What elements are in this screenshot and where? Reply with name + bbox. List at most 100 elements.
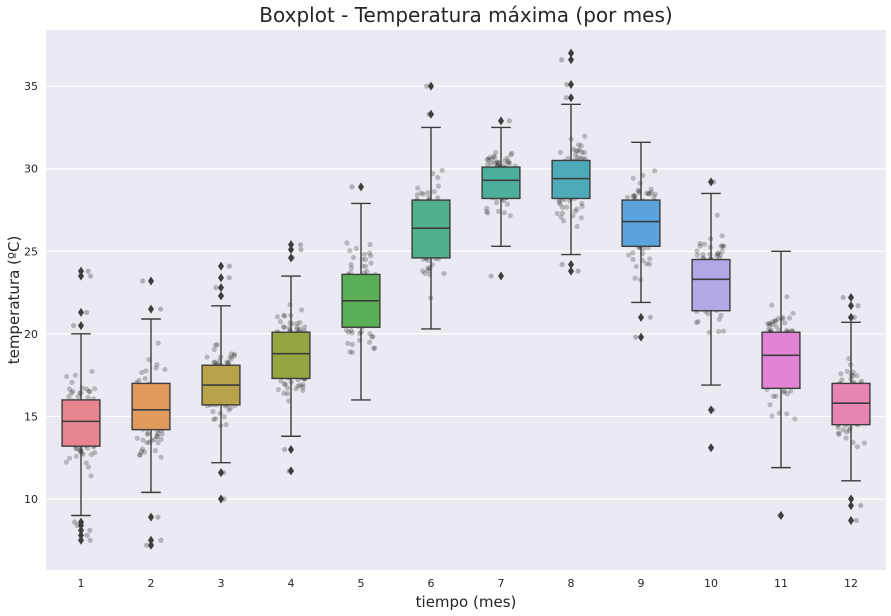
strip-point bbox=[705, 311, 711, 317]
box-month-3 bbox=[201, 261, 241, 504]
strip-point bbox=[717, 252, 724, 258]
strip-point bbox=[226, 275, 232, 281]
strip-point bbox=[367, 241, 373, 248]
outlier-marker bbox=[568, 93, 574, 103]
strip-point bbox=[155, 430, 161, 437]
strip-point bbox=[581, 149, 588, 156]
strip-point bbox=[74, 522, 80, 529]
strip-point bbox=[630, 193, 636, 199]
box-iqr bbox=[761, 331, 801, 390]
strip-point bbox=[574, 223, 580, 230]
x-tick-label-9: 9 bbox=[638, 577, 645, 590]
strip-point bbox=[556, 200, 562, 206]
strip-point bbox=[630, 256, 636, 262]
strip-point bbox=[772, 318, 778, 324]
strip-point bbox=[647, 261, 653, 267]
strip-point bbox=[648, 186, 654, 192]
strip-point bbox=[155, 514, 161, 520]
outlier-marker bbox=[78, 535, 84, 545]
strip-point bbox=[158, 306, 164, 312]
strip-point bbox=[579, 149, 585, 155]
x-tick-label-5: 5 bbox=[358, 577, 365, 590]
strip-point bbox=[152, 448, 159, 454]
strip-point bbox=[560, 218, 567, 224]
strip-point bbox=[347, 248, 353, 254]
strip-point bbox=[350, 254, 357, 261]
outlier-marker bbox=[848, 494, 854, 504]
strip-point bbox=[140, 278, 146, 284]
strip-point bbox=[570, 146, 577, 152]
strip-point bbox=[427, 265, 433, 271]
box-month-7 bbox=[481, 116, 521, 281]
strip-point bbox=[348, 261, 354, 268]
x-tick-label-8: 8 bbox=[568, 577, 575, 590]
strip-point bbox=[564, 81, 570, 88]
strip-point bbox=[697, 243, 703, 249]
outlier-marker bbox=[848, 293, 854, 303]
strip-point bbox=[72, 519, 78, 525]
strip-point bbox=[134, 435, 140, 441]
box-month-12 bbox=[831, 293, 871, 525]
strip-point bbox=[578, 143, 584, 149]
strip-point bbox=[646, 191, 652, 197]
strip-point bbox=[767, 322, 773, 328]
strip-point bbox=[564, 204, 570, 210]
strip-point bbox=[348, 327, 354, 334]
strip-point bbox=[142, 375, 148, 382]
strip-point bbox=[87, 527, 93, 533]
outlier-marker bbox=[778, 511, 784, 521]
x-tick-label-1: 1 bbox=[78, 577, 85, 590]
plot-area bbox=[46, 30, 886, 570]
outlier-marker bbox=[848, 301, 854, 311]
strip-point bbox=[626, 252, 632, 258]
strip-point bbox=[286, 398, 292, 404]
strip-point bbox=[784, 294, 790, 300]
strip-point bbox=[228, 356, 235, 362]
outlier-marker bbox=[148, 540, 154, 550]
strip-point bbox=[495, 159, 501, 165]
strip-point bbox=[89, 368, 95, 375]
outlier-marker bbox=[498, 116, 504, 126]
strip-point bbox=[349, 184, 355, 190]
outlier-marker bbox=[288, 253, 294, 263]
strip-point bbox=[850, 369, 856, 375]
outlier-marker bbox=[78, 525, 84, 535]
strip-point bbox=[91, 386, 98, 392]
box-month-8 bbox=[551, 48, 591, 276]
strip-point bbox=[139, 369, 145, 376]
x-tick-label-10: 10 bbox=[704, 577, 718, 590]
strip-point bbox=[71, 322, 77, 329]
strip-point bbox=[715, 250, 721, 256]
box-month-9 bbox=[621, 141, 661, 342]
strip-point bbox=[83, 386, 89, 392]
strip-point bbox=[572, 208, 578, 214]
strip-point bbox=[854, 444, 861, 450]
strip-point bbox=[790, 310, 796, 316]
x-tick-label-2: 2 bbox=[148, 577, 155, 590]
strip-point bbox=[765, 321, 771, 327]
strip-point bbox=[697, 240, 703, 247]
outlier-marker bbox=[148, 512, 154, 522]
strip-point bbox=[368, 253, 374, 259]
strip-point bbox=[214, 342, 220, 348]
strip-point bbox=[491, 154, 498, 161]
strip-point bbox=[501, 210, 507, 216]
strip-point bbox=[769, 321, 776, 327]
strip-point bbox=[295, 383, 301, 389]
strip-point bbox=[138, 448, 145, 455]
strip-point bbox=[483, 208, 490, 215]
strip-point bbox=[293, 386, 299, 392]
box-iqr bbox=[691, 258, 731, 312]
strip-point bbox=[227, 354, 233, 360]
outlier-marker bbox=[148, 535, 154, 545]
strip-point bbox=[647, 314, 653, 320]
outlier-marker bbox=[638, 312, 644, 322]
y-tick-label-15: 15 bbox=[24, 410, 38, 423]
strip-point bbox=[435, 183, 442, 189]
outlier-marker bbox=[288, 444, 294, 454]
strip-point bbox=[507, 213, 513, 219]
strip-point bbox=[651, 194, 657, 200]
strip-point bbox=[631, 193, 637, 199]
strip-point bbox=[767, 402, 773, 408]
